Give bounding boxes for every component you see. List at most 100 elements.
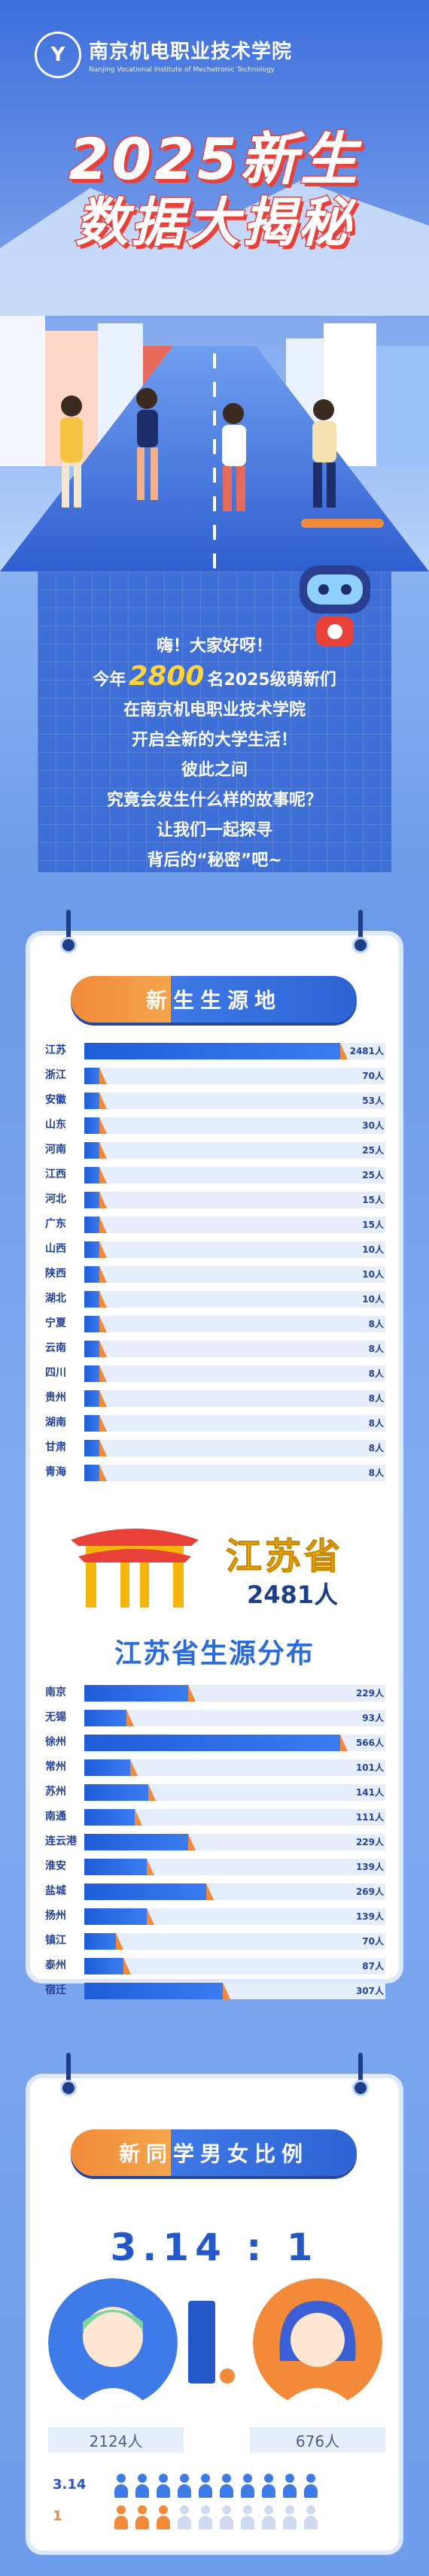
bar-value: 566人	[355, 1738, 384, 1748]
bar-value: 25人	[362, 1145, 384, 1156]
bar-track	[84, 1341, 385, 1357]
male-count: 2124人	[48, 2427, 184, 2453]
bar-label: 苏州	[45, 1786, 66, 1798]
bar-fill	[84, 1710, 134, 1726]
bar-value: 139人	[355, 1911, 384, 1922]
intro-panel: 嗨！大家好呀！ 今年 2800 名2025级萌新们 在南京机电职业技术学院 开启全新…	[38, 571, 391, 872]
bar-fill	[84, 1068, 107, 1084]
bar-value: 141人	[355, 1787, 384, 1798]
person-icon	[303, 2505, 319, 2529]
bar-label: 陕西	[45, 1268, 66, 1280]
bar-track	[84, 1217, 385, 1233]
bar-label: 河南	[45, 1144, 66, 1156]
bar-track	[84, 1735, 385, 1751]
bar-label: 云南	[45, 1342, 66, 1354]
person-icon	[281, 2505, 298, 2529]
person-icon	[113, 2505, 129, 2529]
card-ring-icon	[60, 2080, 77, 2096]
bar-fill	[84, 1465, 107, 1481]
bar-value: 25人	[362, 1170, 384, 1180]
person-icon	[218, 2505, 235, 2529]
male-ratio-label: 3.14	[53, 2477, 87, 2493]
bar-value: 111人	[355, 1812, 384, 1823]
bar-track	[84, 1365, 385, 1382]
bar-label: 淮安	[45, 1860, 66, 1872]
bar-value: 2481人	[349, 1046, 384, 1056]
bar-label: 山东	[45, 1119, 66, 1131]
person-icon	[155, 2505, 172, 2529]
bar-label: 泰州	[45, 1959, 66, 1971]
bar-fill	[84, 1809, 142, 1826]
bar-value: 70人	[362, 1936, 384, 1947]
person-icon	[218, 2474, 235, 2498]
intro-text: 名2025级萌新们	[207, 671, 336, 689]
bar-label: 青海	[45, 1466, 66, 1478]
intro-line: 在南京机电职业技术学院	[123, 701, 306, 720]
bar-value: 53人	[362, 1096, 384, 1106]
bar-track	[84, 1043, 385, 1059]
hero-section: Y 南京机电职业技术学院 Nanjing Vocational Institut…	[0, 0, 429, 571]
male-icon-row	[113, 2474, 319, 2498]
page-title-line1: 2025新生	[68, 125, 361, 194]
bar-value: 8人	[368, 1468, 384, 1478]
bar-value: 10人	[362, 1244, 384, 1255]
bar-label: 宁夏	[45, 1317, 66, 1329]
bar-label: 浙江	[45, 1069, 66, 1081]
bar-label: 连云港	[45, 1835, 77, 1847]
bar-value: 8人	[368, 1368, 384, 1379]
bar-label: 常州	[45, 1761, 66, 1773]
intro-line: 今年 2800 名2025级萌新们	[38, 662, 391, 696]
bar-fill	[84, 1685, 196, 1702]
bar-value: 30人	[362, 1120, 384, 1131]
hero-illustration	[0, 0, 429, 571]
card-hook-icon	[358, 2053, 363, 2086]
bar-track	[84, 1809, 385, 1826]
school-logo: Y 南京机电职业技术学院 Nanjing Vocational Institut…	[35, 32, 292, 78]
bar-value: 8人	[368, 1319, 384, 1329]
bar-fill	[84, 1834, 196, 1850]
school-emblem-icon: Y	[35, 32, 81, 78]
page-title-line2: 数据大揭秘	[75, 191, 354, 255]
bar-label: 湖南	[45, 1417, 66, 1429]
card-hook-icon	[66, 2053, 71, 2086]
robot-mascot-icon	[300, 565, 370, 647]
bar-label: 扬州	[45, 1910, 66, 1922]
bar-label: 四川	[45, 1367, 66, 1379]
bar-value: 307人	[355, 1986, 384, 1996]
bar-value: 139人	[355, 1862, 384, 1872]
card-hook-icon	[66, 910, 71, 943]
bar-label: 甘肃	[45, 1441, 66, 1453]
intro-line: 究竟会发生什么样的故事呢？	[106, 791, 322, 810]
ratio-bar-icon	[188, 2301, 215, 2384]
bar-value: 15人	[362, 1220, 384, 1230]
bar-track	[84, 1117, 385, 1134]
bar-label: 江西	[45, 1168, 66, 1180]
bar-label: 南通	[45, 1811, 66, 1823]
province-name: 江苏省	[225, 1535, 344, 1578]
source-card	[26, 931, 403, 1984]
bar-fill	[84, 1341, 107, 1357]
bar-fill	[84, 1217, 107, 1233]
sources-heading: 新生生源地	[71, 976, 357, 1023]
bar-track	[84, 1859, 385, 1875]
person-icon	[239, 2505, 256, 2529]
bar-value: 87人	[362, 1961, 384, 1971]
bar-track	[84, 1933, 385, 1950]
bar-value: 8人	[368, 1418, 384, 1429]
bar-fill	[84, 1167, 107, 1183]
person-icon	[197, 2474, 214, 2498]
bar-label: 贵州	[45, 1392, 66, 1404]
bar-value: 15人	[362, 1195, 384, 1205]
bar-track	[84, 1291, 385, 1308]
bar-fill	[84, 1735, 348, 1751]
bar-track	[84, 1908, 385, 1925]
female-count: 676人	[250, 2427, 385, 2453]
jiangsu-heading: 江苏省生源分布	[114, 1638, 315, 1669]
bar-label: 江苏	[45, 1044, 66, 1056]
bar-value: 229人	[355, 1837, 384, 1847]
intro-text: 今年	[93, 671, 126, 689]
bar-value: 10人	[362, 1294, 384, 1305]
bar-label: 山西	[45, 1243, 66, 1255]
card-hook-icon	[358, 910, 363, 943]
gender-heading: 新同学男女比例	[71, 2129, 357, 2176]
